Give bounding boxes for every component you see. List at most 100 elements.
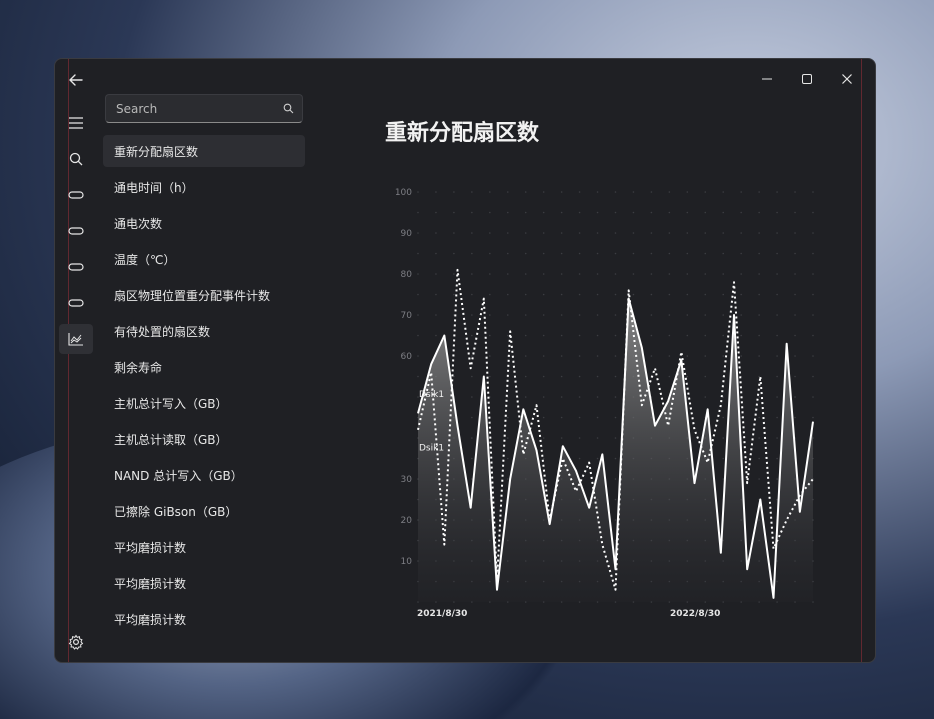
drive-nav-button-3[interactable] <box>59 252 93 282</box>
grid-dot <box>578 416 581 419</box>
grid-dot <box>596 232 599 234</box>
nav-item-wear-leveling-1[interactable]: 平均磨损计数 <box>114 540 187 555</box>
nav-item-wear-leveling-3[interactable]: 平均磨损计数 <box>114 612 187 627</box>
grid-dot <box>686 211 689 214</box>
nav-item-reallocated-sectors[interactable]: 重新分配扇区数 <box>103 135 305 167</box>
grid-dot <box>578 457 581 460</box>
grid-dot <box>453 273 455 275</box>
grid-dot <box>417 334 419 337</box>
grid-dot <box>453 211 455 214</box>
close-button[interactable] <box>827 65 867 93</box>
series-label: Dsik1 <box>419 443 444 453</box>
grid-dot <box>542 416 545 419</box>
nav-item-host-reads[interactable]: 主机总计读取（GB） <box>114 432 228 447</box>
grid-dot <box>506 211 509 214</box>
grid-dot <box>812 375 814 378</box>
grid-dot <box>758 191 760 193</box>
menu-button[interactable] <box>59 108 93 138</box>
nav-item-power-cycle-count[interactable]: 通电次数 <box>114 216 163 231</box>
search-nav-button[interactable] <box>59 144 93 174</box>
grid-dot <box>740 314 742 316</box>
nav-item-erased[interactable]: 已擦除 GiBson（GB） <box>114 504 238 519</box>
grid-dot <box>596 437 599 439</box>
grid-dot <box>542 375 545 378</box>
nav-item-remaining-life[interactable]: 剩余寿命 <box>114 360 163 375</box>
nav-item-wear-leveling-2[interactable]: 平均磨损计数 <box>114 576 187 591</box>
grid-dot <box>686 293 689 296</box>
grid-dot <box>686 232 689 234</box>
grid-dot <box>794 252 796 255</box>
nav-item-power-on-hours[interactable]: 通电时间（h） <box>114 180 194 195</box>
grid-dot <box>776 252 778 255</box>
close-icon <box>842 74 852 84</box>
grid-dot <box>614 273 617 275</box>
settings-button[interactable] <box>59 627 93 657</box>
maximize-button[interactable] <box>787 65 827 93</box>
chart-nav-button[interactable] <box>59 324 93 354</box>
hamburger-menu-icon <box>69 117 83 129</box>
grid-dot <box>758 375 760 378</box>
search-icon[interactable] <box>283 103 294 114</box>
grid-dot <box>614 252 617 255</box>
grid-dot <box>776 375 778 378</box>
grid-dot <box>704 375 707 378</box>
grid-dot <box>776 334 778 337</box>
grid-dot <box>704 293 707 296</box>
grid-dot <box>471 334 473 337</box>
grid-dot <box>722 273 725 275</box>
grid-dot <box>560 293 563 296</box>
grid-dot <box>542 437 545 439</box>
grid-dot <box>560 232 563 234</box>
grid-dot <box>650 334 653 337</box>
grid-dot <box>650 191 653 193</box>
grid-dot <box>471 416 473 419</box>
drive-nav-button-4[interactable] <box>59 288 93 318</box>
grid-dot <box>542 293 545 296</box>
grid-dot <box>524 211 527 214</box>
grid-dot <box>722 191 725 193</box>
grid-dot <box>471 211 473 214</box>
grid-dot <box>453 375 455 378</box>
grid-dot <box>471 396 473 398</box>
grid-dot <box>704 191 707 193</box>
nav-item-nand-writes[interactable]: NAND 总计写入（GB） <box>114 468 243 483</box>
x-tick-label: 2022/8/30 <box>670 609 720 619</box>
grid-dot <box>812 293 814 296</box>
nav-item-reallocation-event-count[interactable]: 扇区物理位置重分配事件计数 <box>114 288 271 303</box>
grid-dot <box>578 437 581 439</box>
grid-dot <box>417 211 419 214</box>
grid-dot <box>614 293 617 296</box>
grid-dot <box>668 355 671 357</box>
nav-item-pending-sectors[interactable]: 有待处置的扇区数 <box>114 324 211 339</box>
drive-icon <box>68 263 84 271</box>
search-icon <box>69 152 83 166</box>
grid-dot <box>722 437 725 439</box>
drive-nav-button-2[interactable] <box>59 216 93 246</box>
search-input[interactable] <box>116 101 283 116</box>
grid-dot <box>614 519 617 521</box>
grid-dot <box>794 273 796 275</box>
minimize-button[interactable] <box>747 65 787 93</box>
drive-nav-button-1[interactable] <box>59 180 93 210</box>
grid-dot <box>722 211 725 214</box>
nav-item-host-writes[interactable]: 主机总计写入（GB） <box>114 396 228 411</box>
y-tick-label: 60 <box>401 352 413 362</box>
grid-dot <box>596 375 599 378</box>
grid-dot <box>704 211 707 214</box>
grid-dot <box>668 293 671 296</box>
grid-dot <box>704 355 707 357</box>
y-tick-label: 70 <box>401 311 413 321</box>
grid-dot <box>524 232 527 234</box>
back-button[interactable] <box>59 65 93 95</box>
nav-item-temperature[interactable]: 温度（℃） <box>114 252 176 267</box>
grid-dot <box>758 293 760 296</box>
grid-dot <box>471 191 473 193</box>
grid-dot <box>435 191 437 193</box>
grid-dot <box>417 191 419 193</box>
grid-dot <box>506 293 509 296</box>
y-tick-label: 100 <box>395 188 412 198</box>
grid-dot <box>578 355 581 357</box>
grid-dot <box>489 314 491 316</box>
line-chart: 100 90 80 70 60 30 20 10 2021/8/30 2022/8/30 Dsik1… <box>395 188 814 619</box>
grid-dot <box>506 478 509 480</box>
